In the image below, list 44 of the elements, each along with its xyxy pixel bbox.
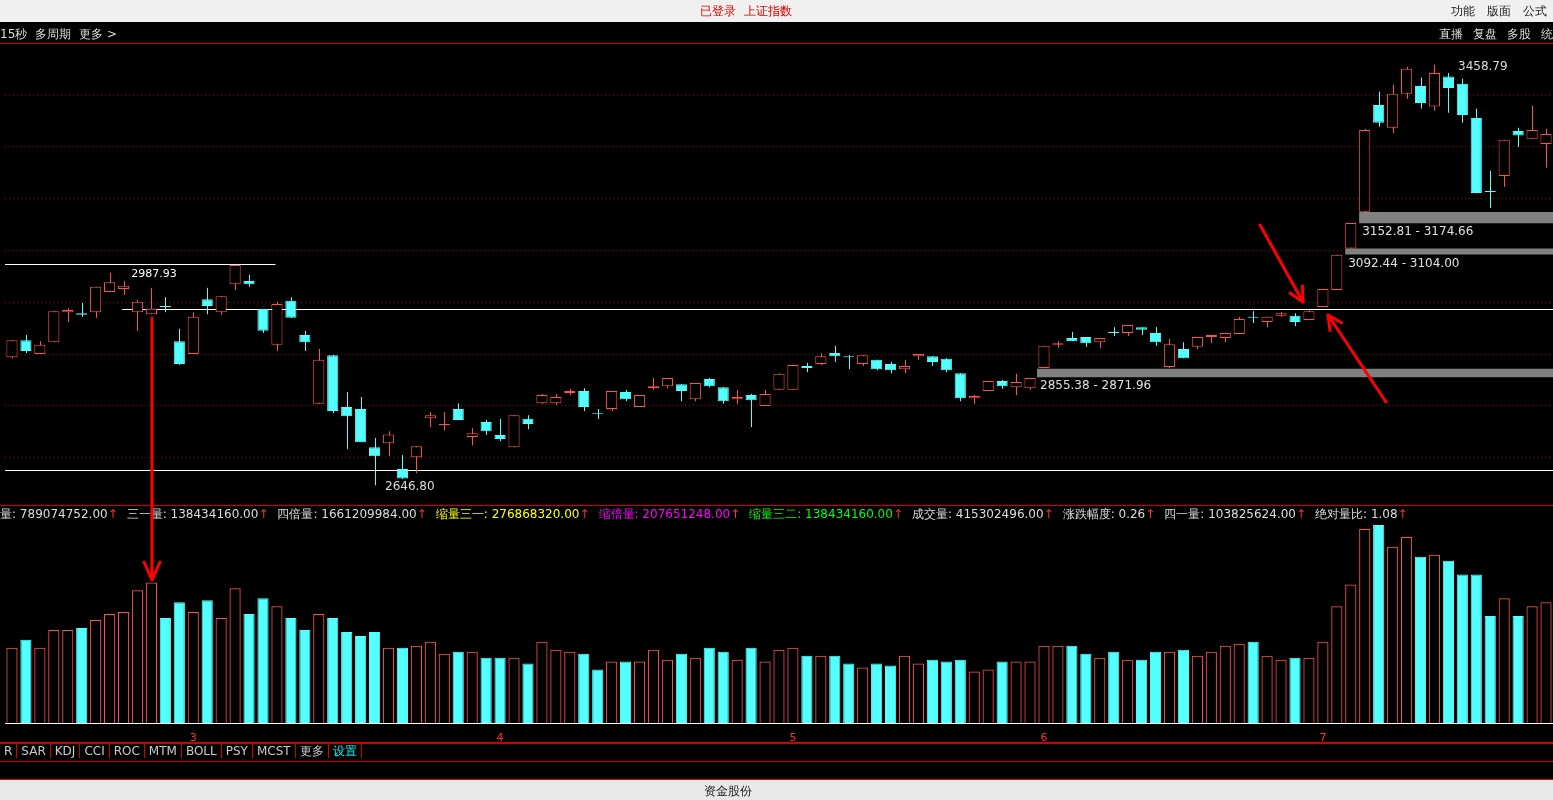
text: MCST	[252, 744, 296, 758]
text: 多股	[1507, 27, 1531, 41]
text: 四一量: 103825624.00↑	[1164, 507, 1307, 521]
text: 设置	[328, 744, 362, 758]
text: 统	[1541, 27, 1553, 41]
text: CCI	[80, 744, 110, 758]
text: 缩量三二: 138434160.00↑	[749, 507, 903, 521]
text: 功能	[1451, 4, 1475, 18]
x-tick-label: 7	[1319, 731, 1327, 745]
text: KDJ	[50, 744, 81, 758]
text: 已登录	[700, 4, 736, 18]
ref-line-label: 2987.93	[131, 266, 177, 280]
text: 量: 789074752.00↑	[0, 507, 118, 521]
text: PSY	[221, 744, 253, 758]
text: 直播	[1439, 27, 1463, 41]
annotation: 3458.79	[1458, 59, 1508, 73]
annotation: 2646.80	[385, 479, 435, 493]
text: 更多	[295, 744, 329, 758]
text: SAR	[17, 744, 51, 758]
text: MTM	[144, 744, 182, 758]
band-label: 3152.81 - 3174.66	[1362, 224, 1474, 239]
band-label: 3092.44 - 3104.00	[1348, 255, 1460, 270]
text: 缩量三一: 276868320.00↑	[435, 507, 590, 521]
x-tick-label: 6	[1040, 731, 1048, 745]
text: 四倍量: 1661209984.00↑	[277, 507, 427, 521]
text: ROC	[109, 744, 145, 758]
text: 复盘	[1473, 27, 1497, 41]
text: 版面	[1487, 4, 1511, 18]
text: 15秒	[0, 27, 28, 41]
text: 缩倍量: 207651248.00↑	[598, 507, 741, 521]
text: 上证指数	[744, 4, 792, 18]
text: 更多 >	[79, 27, 118, 41]
text: BOLL	[181, 744, 222, 758]
band-label: 2855.38 - 2871.96	[1040, 378, 1152, 393]
text: 资金股份	[704, 784, 752, 798]
x-tick-label: 5	[789, 731, 797, 745]
text: 涨跌幅度: 0.26↑	[1062, 507, 1156, 521]
x-tick-label: 3	[189, 731, 197, 745]
text: 公式	[1523, 4, 1547, 18]
x-tick-label: 4	[496, 731, 504, 745]
text: 绝对量比: 1.08↑	[1315, 507, 1408, 521]
text: 多周期	[35, 27, 72, 41]
text: 成交量: 415302496.00↑	[911, 507, 1054, 521]
text: R	[0, 744, 18, 758]
